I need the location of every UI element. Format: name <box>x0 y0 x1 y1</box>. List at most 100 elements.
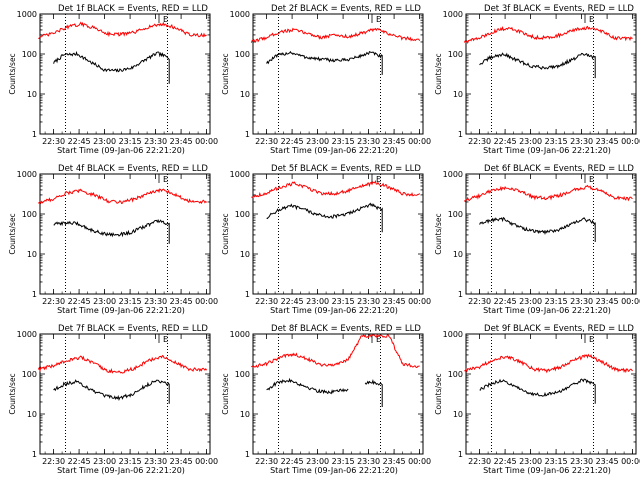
y-tick-label: 100 <box>22 210 37 219</box>
plot-frame <box>465 13 637 135</box>
plot-frame <box>39 13 211 135</box>
lld-series-line <box>250 27 421 43</box>
x-tick-label: 23:15 <box>119 457 142 466</box>
events-series-line <box>266 377 383 407</box>
x-tick-label: 00:00 <box>621 137 640 146</box>
lld-series-line <box>38 21 207 40</box>
y-axis-label: Counts/sec <box>221 53 230 94</box>
x-tick-label: 22:30 <box>255 457 278 466</box>
y-axis-label: Counts/sec <box>221 213 230 254</box>
event-marker-label: E <box>589 15 594 24</box>
y-tick-label: 10 <box>27 410 37 419</box>
x-tick-label: 23:00 <box>93 457 116 466</box>
x-tick-label: 23:00 <box>93 297 116 306</box>
y-axis-label: Counts/sec <box>8 373 17 414</box>
y-tick-label: 100 <box>22 370 37 379</box>
x-tick-label: 22:30 <box>468 297 491 306</box>
x-tick-label: 23:00 <box>93 137 116 146</box>
y-tick-label: 1000 <box>443 10 463 19</box>
x-tick-label: 22:45 <box>68 137 91 146</box>
events-series-line <box>266 202 383 233</box>
y-axis-label: Counts/sec <box>8 213 17 254</box>
x-tick-label: 22:30 <box>468 137 491 146</box>
y-axis-label: Counts/sec <box>434 53 443 94</box>
events-series-line <box>53 379 170 404</box>
event-marker-label: E <box>163 335 168 344</box>
x-tick-label: 23:30 <box>570 457 593 466</box>
y-tick-label: 1 <box>32 290 37 299</box>
x-tick-label: 22:45 <box>68 297 91 306</box>
y-tick-label: 100 <box>448 210 463 219</box>
x-axis-label: Start Time (09-Jan-06 22:21:20) <box>483 466 611 475</box>
panel-title: Det 6f BLACK = Events, RED = LLD <box>484 164 634 174</box>
x-tick-label: 23:15 <box>332 457 355 466</box>
y-tick-label: 1000 <box>230 10 250 19</box>
y-tick-label: 10 <box>27 250 37 259</box>
x-tick-label: 23:15 <box>545 137 568 146</box>
plot-frame <box>465 333 637 455</box>
x-tick-label: 23:45 <box>383 457 406 466</box>
x-tick-label: 23:30 <box>357 457 380 466</box>
lld-series-line <box>463 25 633 44</box>
events-series-line <box>53 218 170 244</box>
events-series-line <box>479 378 596 404</box>
y-tick-label: 10 <box>240 250 250 259</box>
x-tick-label: 23:15 <box>545 297 568 306</box>
detector-panel: Det 1f BLACK = Events, RED = LLD 1 10 100 10… <box>8 4 218 155</box>
x-tick-label: 23:00 <box>519 137 542 146</box>
detector-panel: Det 5f BLACK = Events, RED = LLD 1 10 100 10… <box>221 164 431 315</box>
x-tick-label: 23:45 <box>596 457 619 466</box>
y-tick-label: 10 <box>453 250 463 259</box>
x-tick-label: 23:45 <box>383 297 406 306</box>
x-tick-label: 00:00 <box>408 297 431 306</box>
panel-title: Det 2f BLACK = Events, RED = LLD <box>271 4 421 14</box>
x-tick-label: 00:00 <box>621 297 640 306</box>
panel-title: Det 1f BLACK = Events, RED = LLD <box>58 4 208 14</box>
y-tick-label: 100 <box>235 210 250 219</box>
panel-title: Det 4f BLACK = Events, RED = LLD <box>58 164 208 174</box>
x-tick-label: 22:30 <box>468 457 491 466</box>
x-axis-label: Start Time (09-Jan-06 22:21:20) <box>57 466 185 475</box>
x-tick-label: 00:00 <box>195 457 218 466</box>
y-tick-label: 10 <box>27 90 37 99</box>
y-tick-label: 1 <box>245 290 250 299</box>
y-tick-label: 100 <box>448 370 463 379</box>
y-axis-label: Counts/sec <box>434 373 443 414</box>
x-tick-label: 23:00 <box>519 297 542 306</box>
y-tick-label: 1000 <box>443 330 463 339</box>
plot-frame <box>252 13 424 135</box>
y-tick-label: 10 <box>240 410 250 419</box>
x-tick-label: 23:15 <box>119 297 142 306</box>
y-tick-label: 1 <box>32 450 37 459</box>
y-tick-label: 100 <box>22 50 37 59</box>
y-tick-label: 10 <box>240 90 250 99</box>
x-tick-label: 22:30 <box>42 457 65 466</box>
x-tick-label: 22:30 <box>255 137 278 146</box>
x-tick-label: 23:30 <box>144 137 167 146</box>
x-tick-label: 23:45 <box>170 297 193 306</box>
panel-title: Det 3f BLACK = Events, RED = LLD <box>484 4 634 14</box>
events-series-line <box>266 50 383 75</box>
x-tick-label: 22:30 <box>255 297 278 306</box>
y-tick-label: 1 <box>458 450 463 459</box>
x-tick-label: 00:00 <box>408 137 431 146</box>
panel-title: Det 7f BLACK = Events, RED = LLD <box>58 324 208 334</box>
lld-series-line <box>464 353 633 374</box>
x-axis-label: Start Time (09-Jan-06 22:21:20) <box>270 306 398 315</box>
y-tick-label: 100 <box>235 50 250 59</box>
y-tick-label: 100 <box>235 370 250 379</box>
plot-frame <box>465 173 637 295</box>
x-tick-label: 22:45 <box>281 297 304 306</box>
x-tick-label: 22:45 <box>281 137 304 146</box>
x-tick-label: 23:00 <box>519 457 542 466</box>
event-marker-label: E <box>589 335 594 344</box>
y-tick-label: 1 <box>245 450 250 459</box>
x-axis-label: Start Time (09-Jan-06 22:21:20) <box>270 466 398 475</box>
x-tick-label: 23:45 <box>596 137 619 146</box>
detector-panel: Det 7f BLACK = Events, RED = LLD 1 10 100 10… <box>8 324 218 475</box>
events-series-line <box>479 52 596 79</box>
x-tick-label: 23:30 <box>570 137 593 146</box>
x-tick-label: 23:15 <box>332 137 355 146</box>
panel-title: Det 9f BLACK = Events, RED = LLD <box>484 324 634 334</box>
plot-frame <box>39 173 211 295</box>
